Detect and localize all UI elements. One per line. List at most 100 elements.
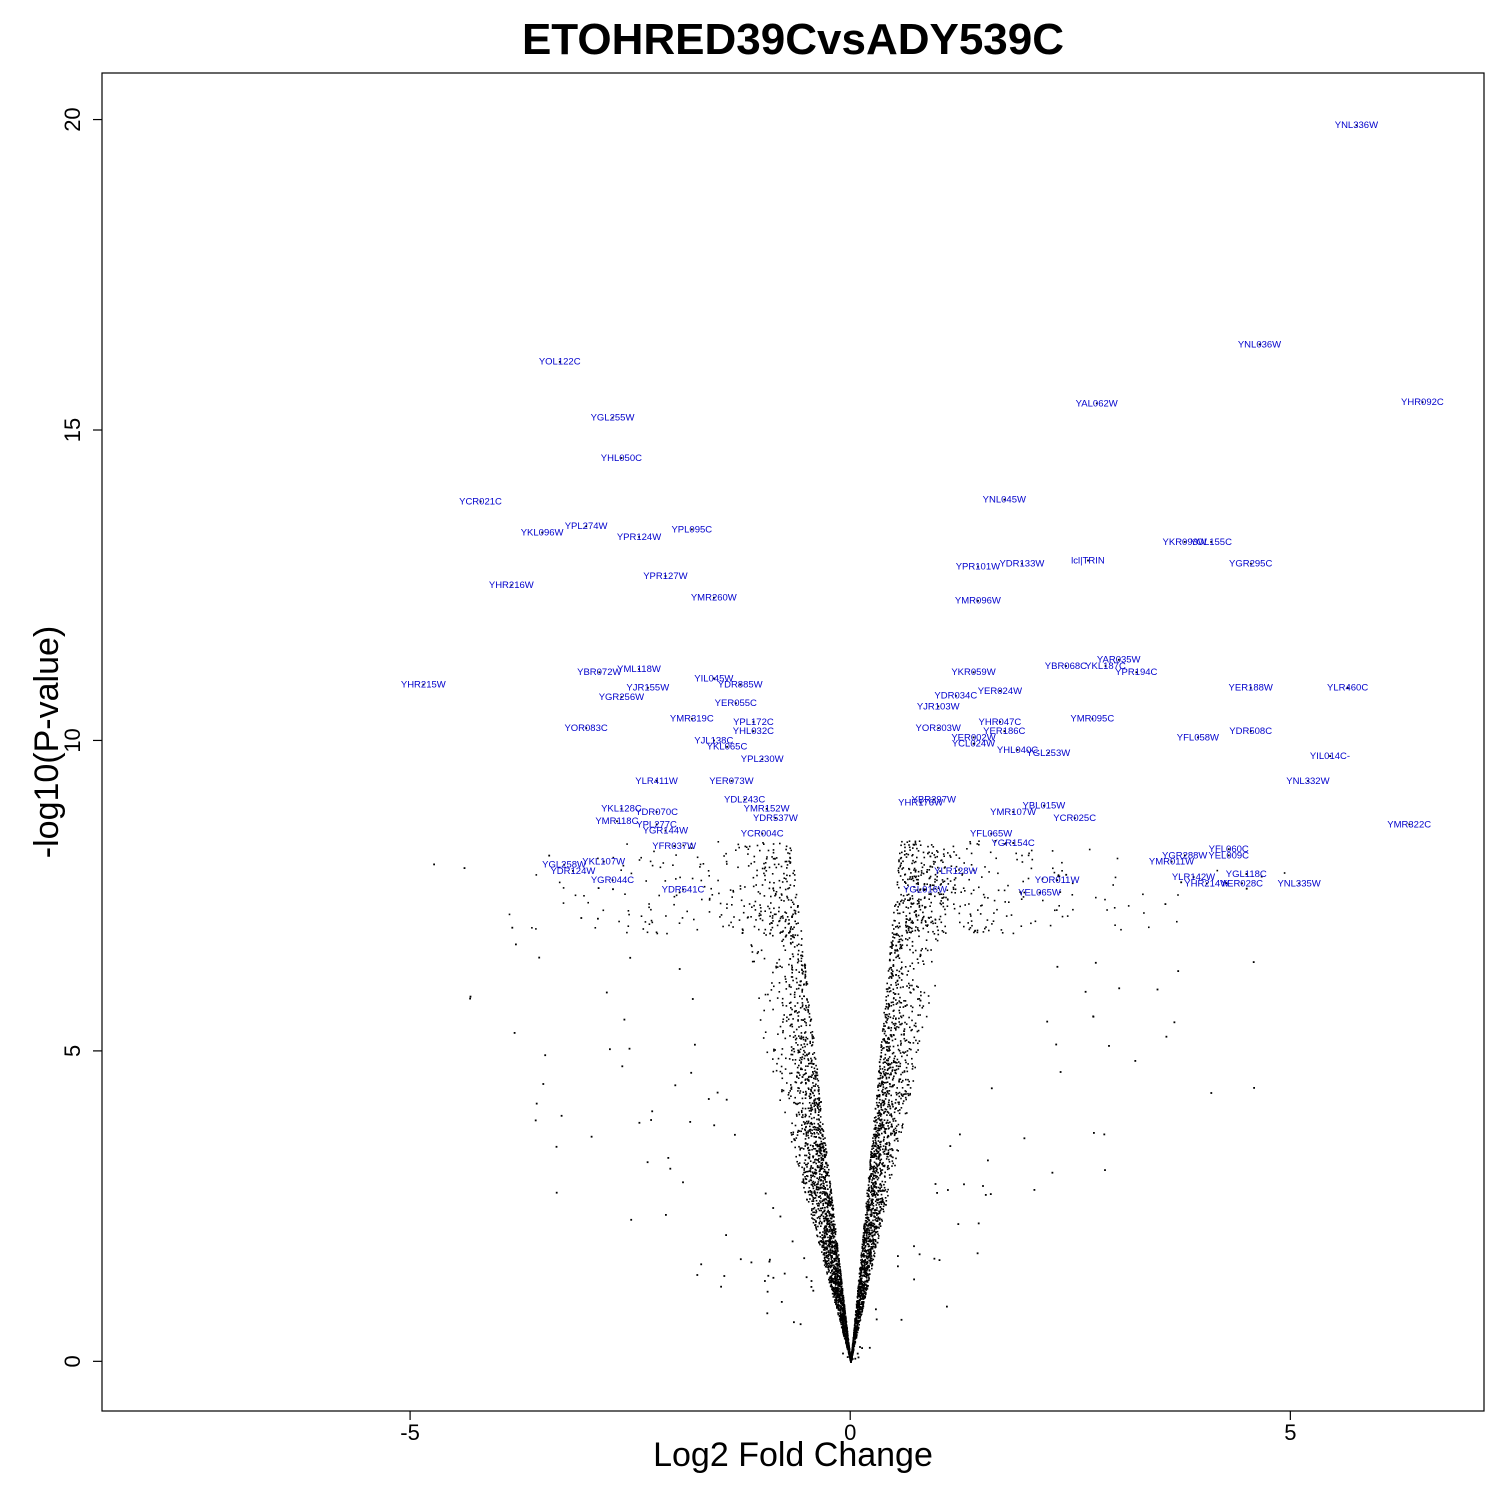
data-point: [866, 1266, 868, 1268]
data-point: [922, 927, 925, 930]
data-point: [864, 1270, 867, 1272]
data-point: [818, 1148, 820, 1150]
data-point: [906, 1054, 908, 1057]
data-point: [876, 1135, 878, 1138]
data-point: [825, 1229, 827, 1231]
data-point: [883, 1102, 886, 1105]
data-point: [777, 1033, 779, 1035]
data-point: [883, 1136, 885, 1138]
data-point: [874, 1194, 877, 1196]
data-point: [863, 1242, 866, 1244]
data-point: [795, 1102, 797, 1105]
data-point: [1015, 852, 1017, 855]
data-point: [866, 1237, 868, 1240]
data-point: [937, 933, 940, 936]
data-point: [771, 873, 774, 875]
data-point: [903, 1093, 906, 1095]
data-point: [816, 1143, 819, 1146]
data-point: [917, 850, 920, 852]
data-point: [1058, 905, 1060, 907]
data-point: [719, 902, 722, 905]
data-point: [818, 1119, 820, 1121]
data-point: [915, 915, 918, 918]
data-point: [873, 1228, 876, 1231]
data-point: [819, 1148, 822, 1151]
data-point: [864, 1245, 867, 1247]
data-point: [861, 1277, 863, 1279]
data-point: [915, 882, 918, 885]
data-point: [832, 1287, 835, 1290]
data-point: [890, 1173, 893, 1176]
data-point: [789, 884, 792, 886]
data-point: [807, 1201, 810, 1203]
data-point: [820, 1162, 823, 1165]
data-point: [876, 1168, 878, 1170]
data-point: [675, 878, 677, 880]
data-point: [809, 1160, 812, 1162]
data-point: [773, 1050, 775, 1052]
data-point: [791, 1049, 793, 1052]
data-point: [920, 870, 923, 872]
data-point: [772, 857, 775, 860]
data-point: [1020, 925, 1023, 927]
data-point: [808, 1004, 810, 1006]
data-point: [888, 1143, 891, 1145]
data-point: [820, 1142, 822, 1145]
data-point: [821, 1157, 824, 1160]
data-point: [801, 991, 803, 993]
data-point: [842, 1331, 844, 1334]
data-point: [912, 921, 914, 924]
data-point: [722, 925, 724, 928]
data-point: [802, 970, 805, 973]
data-point: [763, 872, 765, 875]
data-point: [937, 892, 940, 894]
data-point: [884, 1098, 887, 1100]
data-point: [868, 1229, 870, 1231]
data-point: [891, 1149, 894, 1152]
data-point: [861, 1253, 864, 1256]
data-point: [836, 1264, 839, 1266]
data-point: [862, 1289, 865, 1291]
data-point: [881, 1172, 883, 1175]
data-point: [786, 1016, 788, 1019]
data-point: [798, 971, 800, 973]
data-point: [805, 1131, 808, 1133]
data-point: [804, 1069, 807, 1071]
data-point: [928, 1002, 930, 1004]
data-point: [813, 1116, 815, 1119]
data-point: [911, 877, 914, 880]
data-point: [942, 905, 945, 908]
data-point: [897, 1026, 900, 1029]
data-point: [829, 1264, 832, 1267]
data-point: [900, 1081, 903, 1083]
data-point: [826, 1192, 828, 1195]
data-point: [911, 1057, 913, 1060]
data-point: [800, 980, 802, 982]
data-point: [856, 1300, 858, 1303]
data-point: [801, 968, 803, 971]
data-point: [826, 1251, 828, 1254]
data-point: [858, 1301, 861, 1303]
data-point: [775, 866, 778, 869]
data-point: [889, 1155, 891, 1157]
data-point: [821, 1234, 823, 1236]
data-point: [841, 1287, 844, 1290]
data-point: [924, 906, 927, 908]
data-point: [886, 1152, 889, 1155]
data-point: [810, 1075, 812, 1078]
data-point: [817, 1204, 819, 1207]
data-point: [788, 1058, 791, 1060]
data-point: [1104, 898, 1106, 901]
data-point: [803, 1171, 805, 1174]
data-point: [918, 902, 920, 904]
data-point: [908, 1016, 910, 1019]
data-point: [913, 875, 916, 878]
data-point: [822, 1249, 825, 1251]
data-point: [940, 921, 943, 924]
data-point: [811, 1062, 813, 1065]
data-point: [857, 1294, 859, 1296]
data-point: [835, 1267, 838, 1270]
data-point: [587, 901, 589, 904]
data-point: [815, 1220, 817, 1222]
data-point: [838, 1263, 841, 1265]
